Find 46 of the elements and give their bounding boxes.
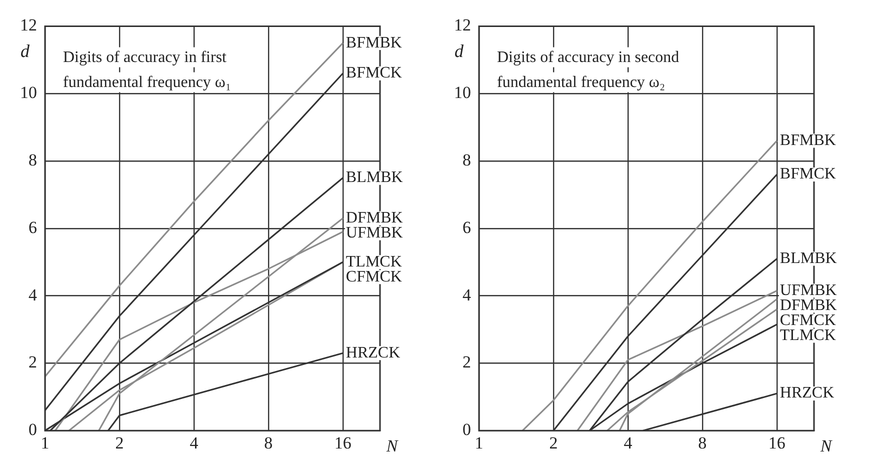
y-tick-label: 8 <box>28 150 37 170</box>
series-label: BLMBK <box>346 169 404 186</box>
y-axis-title: d <box>454 40 464 61</box>
series-label: TLMCK <box>346 253 402 270</box>
series-label: DFMBK <box>780 296 838 314</box>
series-label: UFMBK <box>780 282 838 299</box>
x-tick-label: 1 <box>474 433 484 452</box>
y-axis-title: d <box>20 40 30 61</box>
series-label: CFMCK <box>780 312 836 329</box>
x-tick-label: 8 <box>264 433 273 452</box>
series-label: BFMCK <box>780 166 836 183</box>
x-tick-label: 1 <box>40 433 50 452</box>
y-tick-label: 2 <box>462 352 471 372</box>
x-tick-label: 8 <box>698 433 707 452</box>
y-tick-label: 0 <box>462 420 471 440</box>
series-label: DFMBK <box>346 209 404 226</box>
series-label: BFMBK <box>780 132 836 149</box>
y-tick-label: 6 <box>28 218 37 237</box>
x-tick-label: 16 <box>334 433 352 452</box>
series-label: HRZCK <box>346 344 401 362</box>
y-tick-label: 8 <box>462 150 471 170</box>
y-tick-label: 6 <box>462 218 471 237</box>
series-label: BLMBK <box>780 250 838 267</box>
text: Digits of accuracy in first fundamental frequency ω₁ <box>63 49 232 92</box>
y-tick-label: 4 <box>28 285 38 304</box>
x-tick-label: 2 <box>115 433 124 452</box>
y-tick-label: 10 <box>454 83 471 102</box>
y-tick-label: 0 <box>28 420 37 440</box>
series-label: CFMCK <box>346 268 402 286</box>
y-tick-label: 4 <box>462 285 472 304</box>
x-axis-title: N <box>385 436 400 456</box>
series-label: UFMBK <box>346 224 404 242</box>
y-tick-label: 12 <box>20 16 37 35</box>
x-tick-label: 16 <box>768 433 786 452</box>
y-tick-label: 10 <box>20 83 37 102</box>
x-tick-label: 2 <box>549 433 558 452</box>
series-label: BFMBK <box>346 34 402 52</box>
text: Digits of accuracy in second fundamental frequency ω₂ <box>497 49 680 92</box>
series-label: BFMCK <box>346 64 402 82</box>
x-tick-label: 4 <box>190 433 199 452</box>
y-tick-label: 12 <box>454 16 471 35</box>
series-label: HRZCK <box>780 384 835 402</box>
x-axis-title: N <box>819 436 834 456</box>
y-tick-label: 2 <box>28 352 37 372</box>
x-tick-label: 4 <box>624 433 633 452</box>
series-label: TLMCK <box>780 326 836 344</box>
